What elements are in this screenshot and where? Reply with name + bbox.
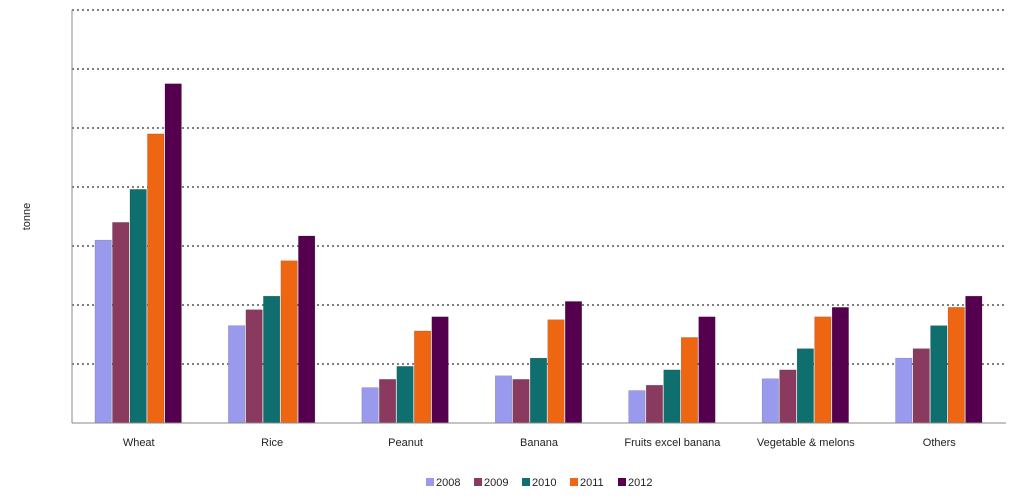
bar-2010-peanut [396,366,414,424]
category-label: Banana [520,437,559,449]
bar-2008-rice [228,325,246,424]
bar-2012-fruits-excel-banana [698,316,716,424]
bar-2012-banana [565,301,582,424]
category-label: Peanut [388,437,423,449]
legend-label: 2011 [580,477,604,489]
bar-2008-peanut [361,387,379,424]
axes [71,10,1006,424]
legend-label: 2010 [532,477,556,489]
bar-2012-others [965,295,983,424]
category-label: Rice [261,437,283,449]
bar-2012-peanut [431,316,449,424]
bar-2011-rice [280,260,298,424]
legend-swatch [570,478,578,486]
legend-swatch [426,478,434,486]
legend-swatch [474,478,482,486]
legend-label: 2009 [484,477,508,489]
category-label: Fruits excel banana [624,437,721,449]
grid-lines [72,9,1006,365]
bar-2009-wheat [112,222,130,424]
bar-2010-wheat [129,189,147,424]
category-labels: Wheat Rice Peanut Banana Fruits excel banana… [123,437,956,449]
bar-2012-rice [298,235,316,424]
bar-2012-wheat [164,83,182,424]
bar-2009-fruits-excel-banana [645,384,663,424]
bar-2010-rice [263,295,281,424]
bar-2008-fruits-excel-banana [628,390,646,424]
legend: 2008 2009 2010 2011 2012 [426,477,652,489]
category-label: Wheat [123,437,155,449]
bar-2008-vegetable-melons [761,378,779,424]
bar-2009-others [912,348,930,424]
bar-2011-peanut [414,330,432,424]
legend-swatch [522,478,530,486]
y-axis-title: tonne [21,203,33,231]
bar-2011-vegetable-melons [814,316,832,424]
category-label: Vegetable & melons [757,437,855,449]
bar-series [94,83,983,424]
bar-2009-vegetable-melons [779,369,797,424]
bar-2011-fruits-excel-banana [680,337,698,424]
bar-2009-banana [512,379,530,424]
bar-2010-vegetable-melons [796,348,814,424]
legend-label: 2008 [436,477,460,489]
bar-2011-wheat [147,133,165,424]
bar-2011-banana [547,319,565,424]
category-label: Others [923,437,957,449]
legend-label: 2012 [628,477,652,489]
bar-2008-wheat [94,239,112,424]
bar-2012-vegetable-melons [831,307,849,424]
bar-2011-others [947,307,965,424]
bar-2010-fruits-excel-banana [663,369,681,424]
bar-2008-banana [495,375,512,424]
bar-2010-others [930,325,948,424]
bar-2008-others [895,357,913,424]
bar-2010-banana [530,357,547,424]
legend-swatch [618,478,626,486]
bar-2009-peanut [379,379,397,424]
bar-2009-rice [245,309,263,424]
